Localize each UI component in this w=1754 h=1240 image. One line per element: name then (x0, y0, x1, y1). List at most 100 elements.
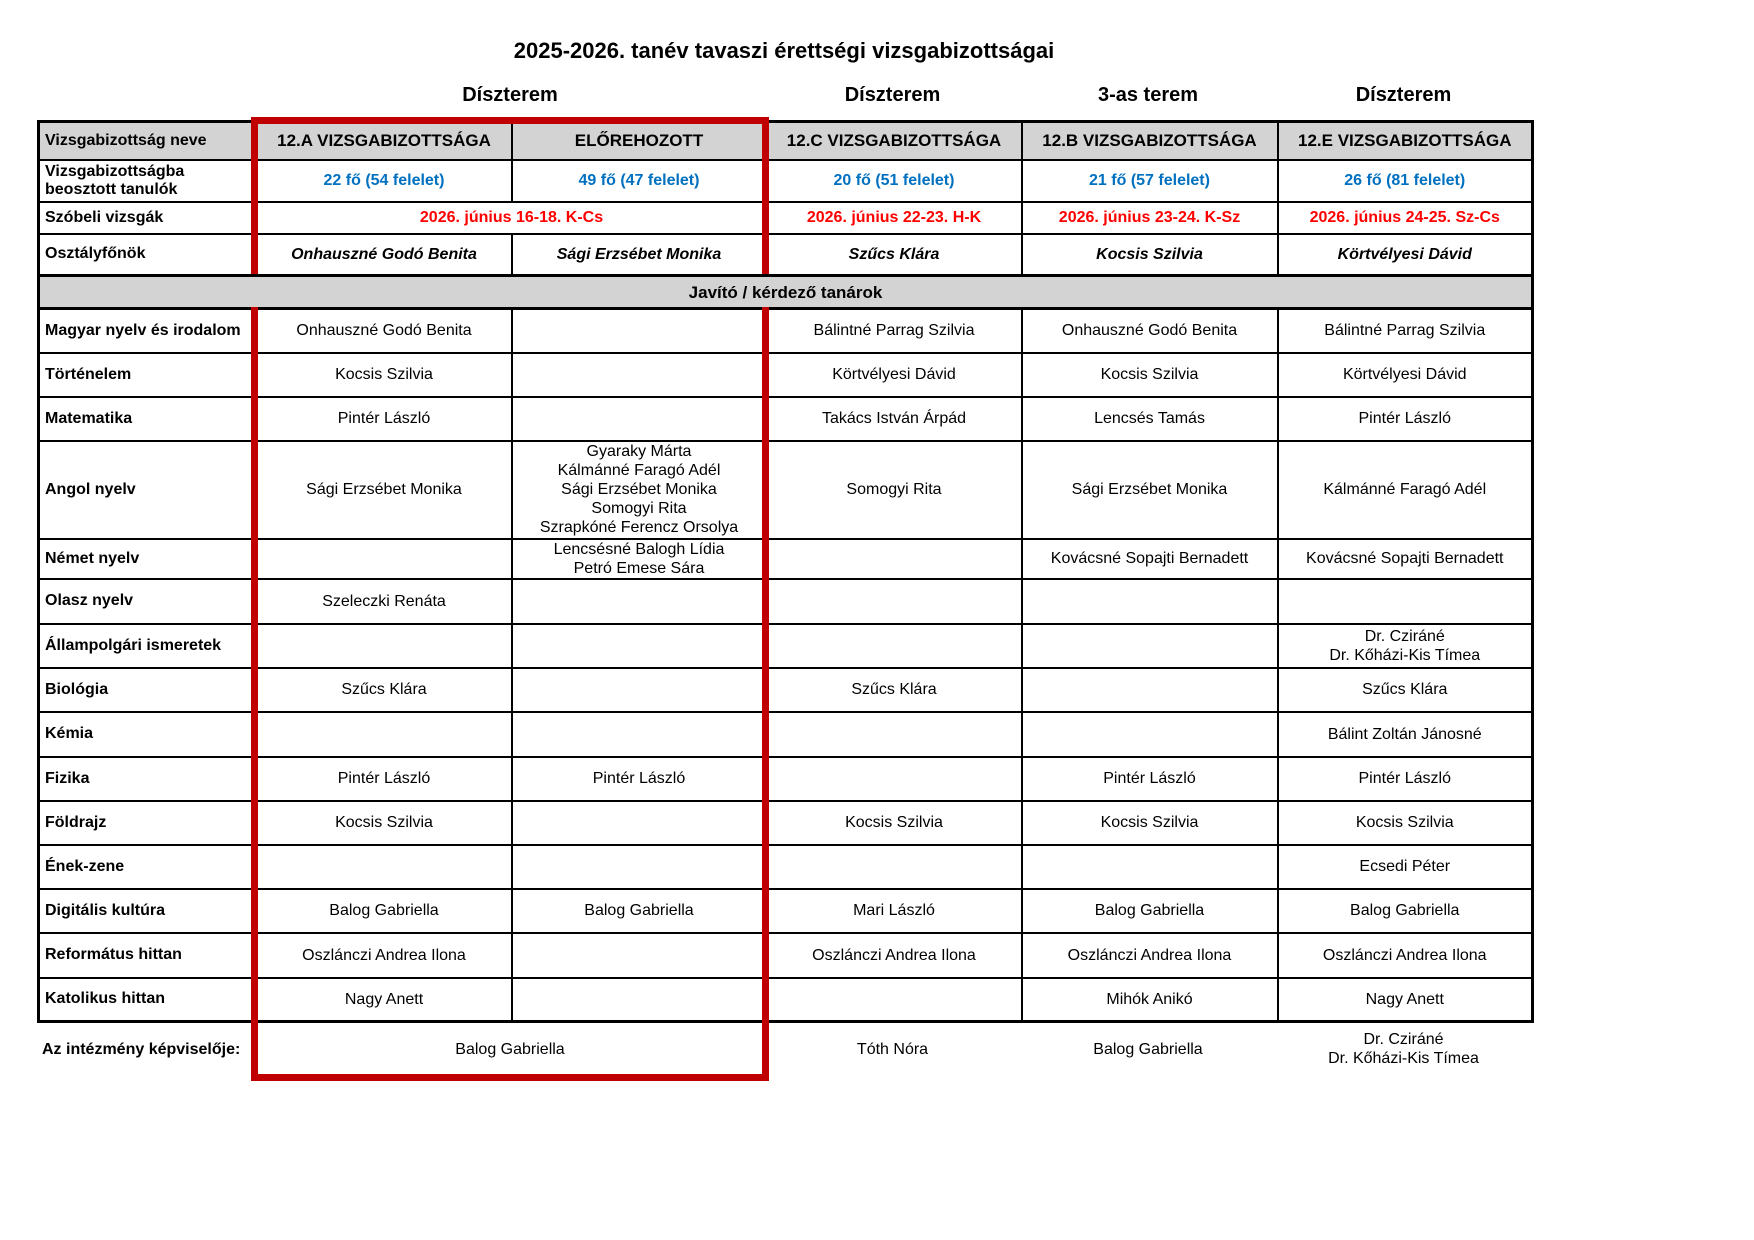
teacher-cell: Oszlánczi Andrea Ilona (255, 931, 513, 979)
teacher-cell (765, 622, 1023, 669)
representative-b: Balog Gabriella (1093, 1040, 1203, 1058)
teacher-cell (255, 622, 513, 669)
subject-label-7: Biológia (37, 666, 258, 713)
committee-header-3: 12.B VIZSGABIZOTTSÁGA (1020, 120, 1279, 161)
teacher-name: Balog Gabriella (329, 902, 439, 919)
teacher-cell: Mari László (765, 887, 1023, 934)
teacher-name: Dr. Kőházi-Kis Tímea (1329, 646, 1481, 664)
class-teacher-cell-0: Onhauszné Godó Benita (255, 232, 513, 277)
teacher-cell: Kocsis Szilvia (765, 799, 1023, 846)
teacher-cell: Kocsis Szilvia (1276, 799, 1534, 846)
teacher-name: Körtvélyesi Dávid (832, 366, 956, 383)
teacher-cell (765, 710, 1023, 758)
teacher-name: Pintér László (337, 410, 431, 427)
teacher-cell: Kálmánné Faragó Adél (1276, 439, 1534, 540)
teacher-cell (510, 931, 768, 979)
teacher-cell: Dr. Cziráné Dr. Kőházi-Kis Tímea (1276, 622, 1534, 669)
students-count-cell-4: 26 fő (81 felelet) (1276, 158, 1534, 203)
teacher-cell: Bálint Zoltán Jánosné (1276, 710, 1534, 758)
teacher-name: Gyaraky Márta (586, 443, 692, 460)
teacher-name: Pintér László (1358, 770, 1452, 787)
teacher-name: Kocsis Szilvia (1100, 366, 1199, 383)
class-teacher-cell-3: Kocsis Szilvia (1020, 232, 1279, 277)
representative-e-line2: Dr. Kőházi-Kis Tímea (1328, 1050, 1479, 1067)
teacher-cell (255, 537, 513, 580)
teacher-cell: Szeleczki Renáta (255, 577, 513, 625)
teacher-name: Kocsis Szilvia (1355, 814, 1454, 831)
teacher-cell: Balog Gabriella (1276, 887, 1534, 934)
subject-label-3: Angol nyelv (37, 439, 258, 540)
oral-dates-cell-1: 2026. június 23-24. K-Sz (1020, 200, 1279, 235)
teacher-cell: Kocsis Szilvia (255, 799, 513, 846)
subject-label-0: Magyar nyelv és irodalom (37, 307, 258, 354)
teacher-cell: Onhauszné Godó Benita (255, 307, 513, 354)
oral-dates-cell-ab: 2026. június 16-18. K-Cs (255, 200, 768, 235)
teacher-name: Pintér László (592, 770, 686, 787)
teacher-cell: Oszlánczi Andrea Ilona (1276, 931, 1534, 979)
teacher-cell (510, 395, 768, 442)
teacher-cell (510, 843, 768, 890)
teacher-cell: Körtvélyesi Dávid (765, 351, 1023, 398)
highlight-box-right-upper (762, 117, 769, 274)
teacher-cell (765, 843, 1023, 890)
teacher-name: Szűcs Klára (1362, 681, 1448, 698)
subject-label-14: Katolikus hittan (37, 976, 258, 1023)
subject-label-9: Fizika (37, 755, 258, 802)
teacher-cell (1020, 843, 1279, 890)
teacher-cell: Pintér László (1276, 395, 1534, 442)
teacher-name: Somogyi Rita (846, 481, 942, 498)
oral-dates-cell-2: 2026. június 24-25. Sz-Cs (1276, 200, 1534, 235)
teacher-cell: Bálintné Parrag Szilvia (765, 307, 1023, 354)
teacher-name: Oszlánczi Andrea Ilona (812, 946, 976, 964)
teacher-cell (765, 976, 1023, 1023)
highlight-box-left-upper (251, 117, 258, 274)
representative-e: Dr. Cziráné Dr. Kőházi-Kis Tímea (1276, 1020, 1531, 1078)
students-count-cell-1: 49 fő (47 felelet) (510, 158, 768, 203)
teacher-name: Kovácsné Sopajti Bernadett (1306, 550, 1504, 567)
teacher-cell: Balog Gabriella (1020, 887, 1279, 934)
representative-row: Az intézmény képviselője: Balog Gabriell… (37, 1020, 1531, 1078)
teacher-cell: Oszlánczi Andrea Ilona (1020, 931, 1279, 979)
teacher-name: Ecsedi Péter (1359, 858, 1451, 875)
teacher-name: Onhauszné Godó Benita (1061, 322, 1238, 340)
teacher-name: Pintér László (1103, 770, 1196, 787)
teacher-name: Kocsis Szilvia (335, 814, 433, 831)
teacher-name: Lencsés Tamás (1094, 410, 1205, 427)
representative-ab: Balog Gabriella (455, 1040, 565, 1058)
committee-header-4: 12.E VIZSGABIZOTTSÁGA (1276, 120, 1534, 161)
teacher-name: Kocsis Szilvia (1100, 814, 1199, 831)
teacher-cell: Lencsés Tamás (1020, 395, 1279, 442)
highlight-box-left-lower (251, 307, 258, 1081)
teacher-name: Balog Gabriella (1350, 902, 1460, 919)
teacher-cell (1276, 577, 1534, 625)
teacher-name: Pintér László (337, 770, 431, 787)
teacher-cell: Szűcs Klára (255, 666, 513, 713)
teacher-cell: Oszlánczi Andrea Ilona (765, 931, 1023, 979)
oral-exams-row-label: Szóbeli vizsgák (37, 200, 258, 235)
teacher-name: Lencsésné Balogh Lídia (553, 540, 725, 558)
students-count-cell-3: 21 fő (57 felelet) (1020, 158, 1279, 203)
teacher-cell (765, 577, 1023, 625)
subject-label-1: Történelem (37, 351, 258, 398)
teacher-cell: Körtvélyesi Dávid (1276, 351, 1534, 398)
teacher-cell: Kocsis Szilvia (255, 351, 513, 398)
teacher-name: Szűcs Klára (851, 681, 937, 698)
teacher-cell: Ecsedi Péter (1276, 843, 1534, 890)
teacher-cell: Kovácsné Sopajti Bernadett (1020, 537, 1279, 580)
representative-label: Az intézmény képviselője: (42, 1040, 241, 1058)
teacher-name: Kocsis Szilvia (335, 366, 433, 383)
teacher-name: Mari László (853, 902, 935, 919)
teacher-cell: Szűcs Klára (1276, 666, 1534, 713)
teacher-name: Oszlánczi Andrea Ilona (302, 946, 466, 964)
subject-label-4: Német nyelv (37, 537, 258, 580)
teacher-cell (510, 976, 768, 1023)
students-row-label: Vizsgabizottságba beosztott tanulók (37, 158, 258, 203)
teacher-cell: Pintér László (1276, 755, 1534, 802)
subject-label-8: Kémia (37, 710, 258, 758)
class-teacher-cell-1: Sági Erzsébet Monika (510, 232, 768, 277)
highlight-box-top (251, 117, 769, 124)
oral-dates-cell-0: 2026. június 22-23. H-K (765, 200, 1023, 235)
students-count-cell-2: 20 fő (51 felelet) (765, 158, 1023, 203)
class-teacher-cell-2: Szűcs Klára (765, 232, 1023, 277)
